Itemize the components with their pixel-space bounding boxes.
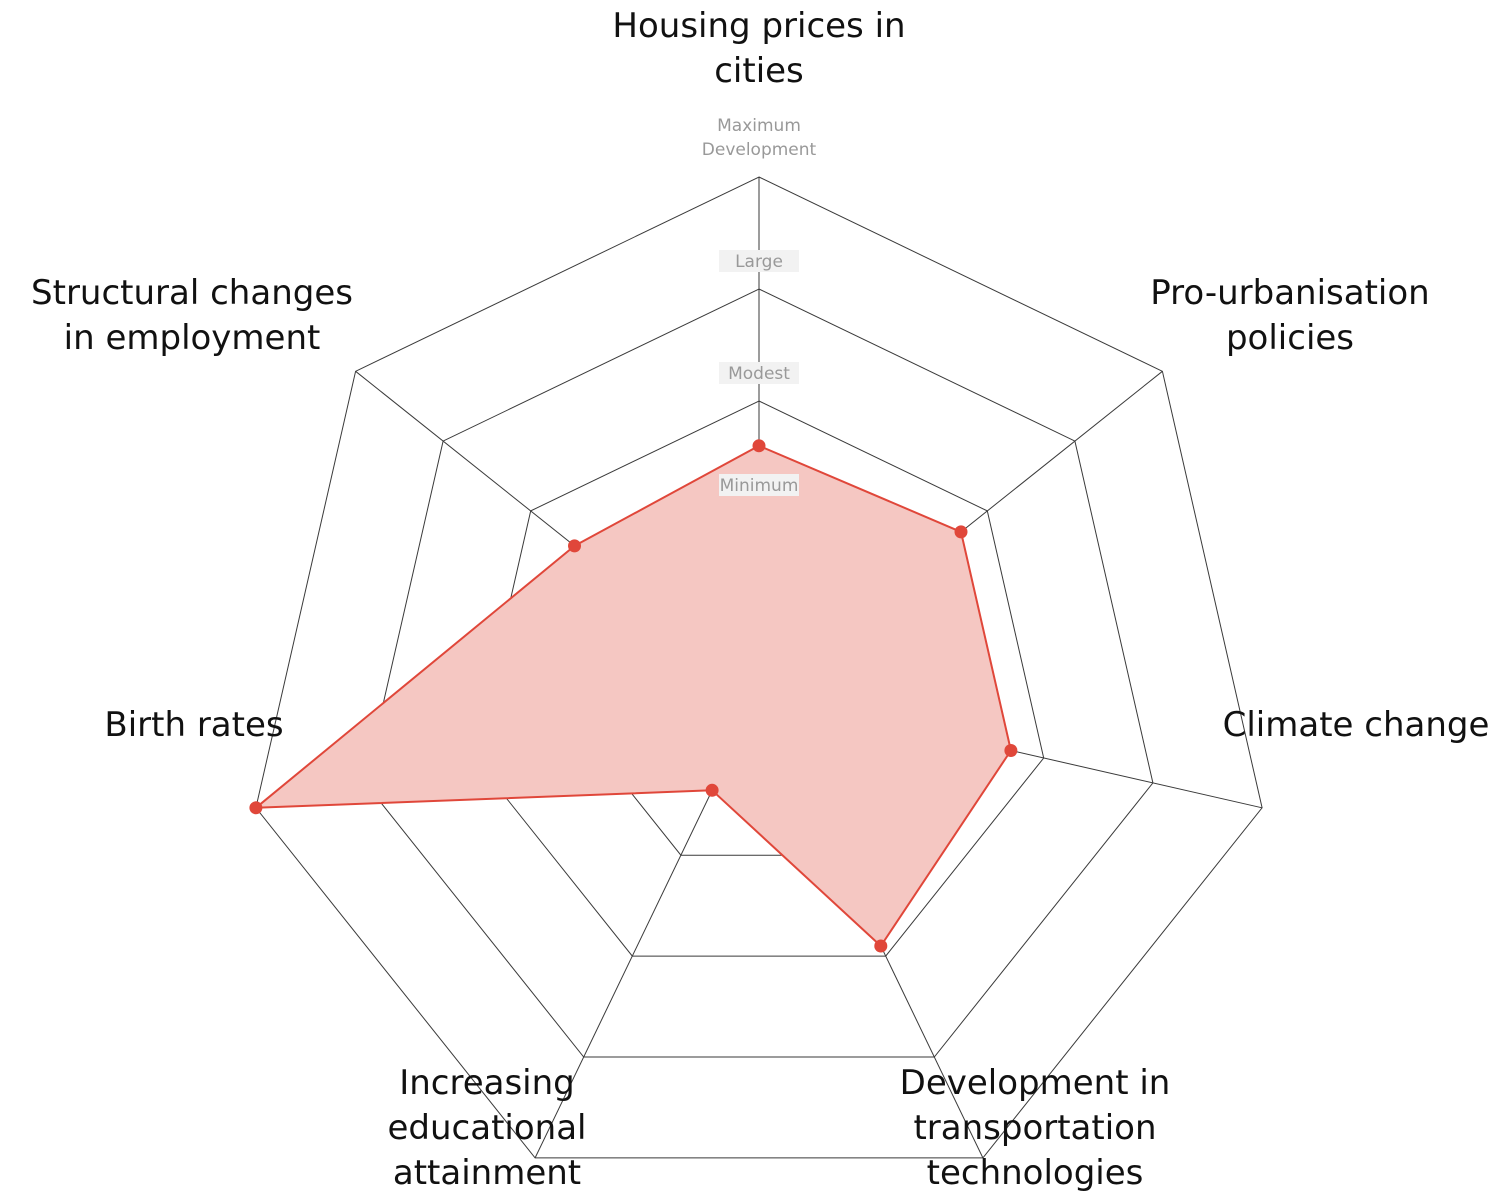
grid-ring-3 — [364, 288, 1154, 1058]
level-label-line: Maximum — [717, 116, 801, 136]
axis-labels-group: Housing prices in cities Pro-urbanisation p… — [31, 6, 1489, 1193]
axis-label-7: Structural changes in employment — [31, 273, 353, 358]
level-label-background — [719, 474, 799, 496]
axis-label-line: Pro-urbanisation — [1150, 273, 1429, 313]
axis-label-4: Development in transportation technologies — [900, 1063, 1171, 1193]
axis-label-line: Birth rates — [104, 705, 283, 745]
axis-label-line: Development in — [900, 1063, 1171, 1103]
grid-ring-2 — [473, 400, 1045, 957]
level-label-1: Minimum — [719, 474, 799, 496]
level-label-text: Large — [735, 252, 783, 272]
data-area-group — [254, 444, 1012, 947]
level-label-line: Minimum — [720, 476, 799, 496]
data-point-1 — [752, 439, 766, 453]
level-labels-group: Minimum Modest Large Maximum Development — [702, 116, 817, 496]
axis-label-line: educational — [388, 1108, 587, 1148]
level-label-line: Development — [702, 140, 817, 160]
axis-label-3: Climate change — [1223, 705, 1490, 745]
axis-label-line: Structural changes — [31, 273, 353, 313]
level-label-text: Modest — [728, 364, 790, 384]
level-label-3: Large — [719, 250, 799, 272]
axis-label-line: policies — [1226, 318, 1354, 358]
level-label-text: Minimum — [720, 476, 799, 496]
data-point-2 — [954, 525, 968, 539]
axis-label-1: Housing prices in cities — [612, 6, 905, 91]
data-area — [254, 444, 1012, 947]
data-point-7 — [568, 539, 581, 553]
axis-label-line: cities — [714, 51, 804, 91]
level-label-line: Large — [735, 252, 783, 272]
axis-label-line: in employment — [64, 318, 321, 358]
axis-label-5: Increasing educational attainment — [388, 1063, 587, 1193]
axis-label-line: transportation — [913, 1108, 1156, 1148]
data-points-group — [249, 439, 1018, 953]
axis-label-6: Birth rates — [104, 705, 283, 745]
axis-label-line: technologies — [927, 1153, 1144, 1193]
axis-label-line: Housing prices in — [612, 6, 905, 46]
axis-label-line: attainment — [393, 1153, 581, 1193]
level-label-4: Maximum Development — [702, 116, 817, 160]
level-label-text: Maximum Development — [702, 116, 817, 160]
data-point-4 — [874, 939, 888, 953]
axis-label-line: Increasing — [399, 1063, 575, 1103]
data-point-3 — [1004, 744, 1018, 757]
axis-label-2: Pro-urbanisation policies — [1150, 273, 1429, 358]
grid-ring-4 — [255, 176, 1263, 1159]
data-point-5 — [705, 783, 719, 797]
level-label-line: Modest — [728, 364, 790, 384]
level-label-2: Modest — [719, 362, 799, 384]
data-point-6 — [249, 801, 263, 815]
level-label-background — [719, 362, 799, 384]
axis-label-line: Climate change — [1223, 705, 1490, 745]
level-label-background — [719, 250, 799, 272]
